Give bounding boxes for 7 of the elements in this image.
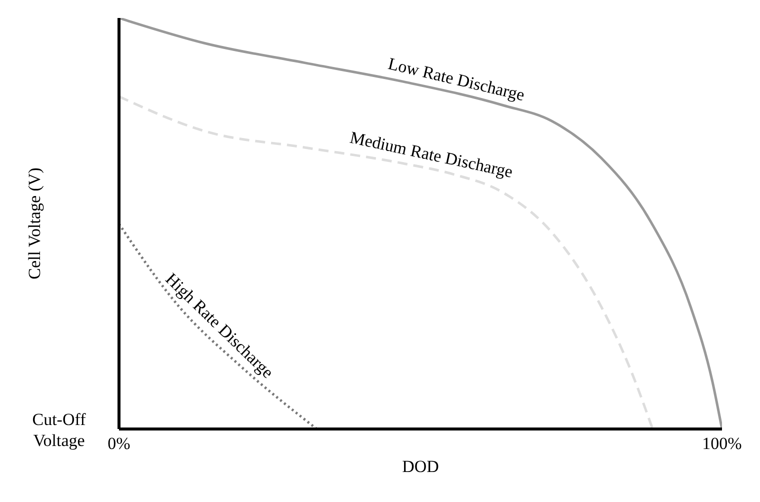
x-axis-title: DOD — [402, 457, 439, 476]
x-tick-label: 100% — [702, 434, 742, 454]
y-axis-title: Cell Voltage (V) — [25, 168, 44, 280]
text: Medium Rate Discharge — [348, 128, 514, 182]
text: Cut-Off Voltage — [32, 410, 86, 450]
text: Low Rate Discharge — [386, 54, 526, 105]
x-tick-label: 0% — [108, 434, 130, 454]
